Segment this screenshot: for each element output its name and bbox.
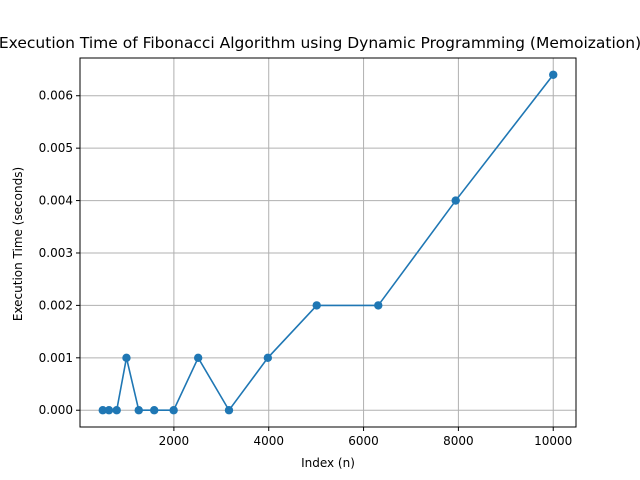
plot-frame [79, 57, 577, 428]
data-point [263, 353, 273, 363]
data-point [122, 353, 131, 363]
series-line [102, 74, 554, 412]
data-point [224, 406, 234, 415]
y-tick-label: 0.001 [39, 351, 73, 365]
x-tick-label: 8000 [443, 434, 474, 448]
data-point [98, 406, 107, 415]
chart-title: Execution Time of Fibonacci Algorithm us… [0, 34, 640, 52]
y-tick-label: 0.006 [39, 89, 73, 103]
y-tick-label: 0.000 [39, 403, 73, 417]
x-tick-label: 4000 [253, 434, 284, 448]
data-point [134, 406, 143, 415]
y-tick-label: 0.005 [39, 141, 73, 155]
ticks: 2000 4000 6000 8000 10000 0.000 0.001 0.002 0.00… [39, 89, 573, 448]
y-tick-label: 0.002 [39, 298, 73, 312]
data-point [169, 406, 178, 415]
data-point [150, 406, 159, 415]
data-point [549, 70, 558, 79]
y-axis-label: Execution Time (seconds) [11, 167, 25, 321]
x-axis-label: Index (n) [301, 456, 355, 470]
data-point [112, 406, 121, 415]
data-point [374, 301, 383, 310]
y-tick-label: 0.004 [39, 194, 73, 208]
data-point [451, 196, 460, 205]
x-tick-label: 6000 [348, 434, 379, 448]
x-tick-label: 2000 [159, 434, 190, 448]
data-point [193, 353, 203, 363]
y-tick-label: 0.003 [39, 246, 73, 260]
data-point [312, 301, 321, 310]
series-layer [98, 70, 558, 415]
x-tick-label: 10000 [534, 434, 572, 448]
data-point [104, 406, 114, 415]
